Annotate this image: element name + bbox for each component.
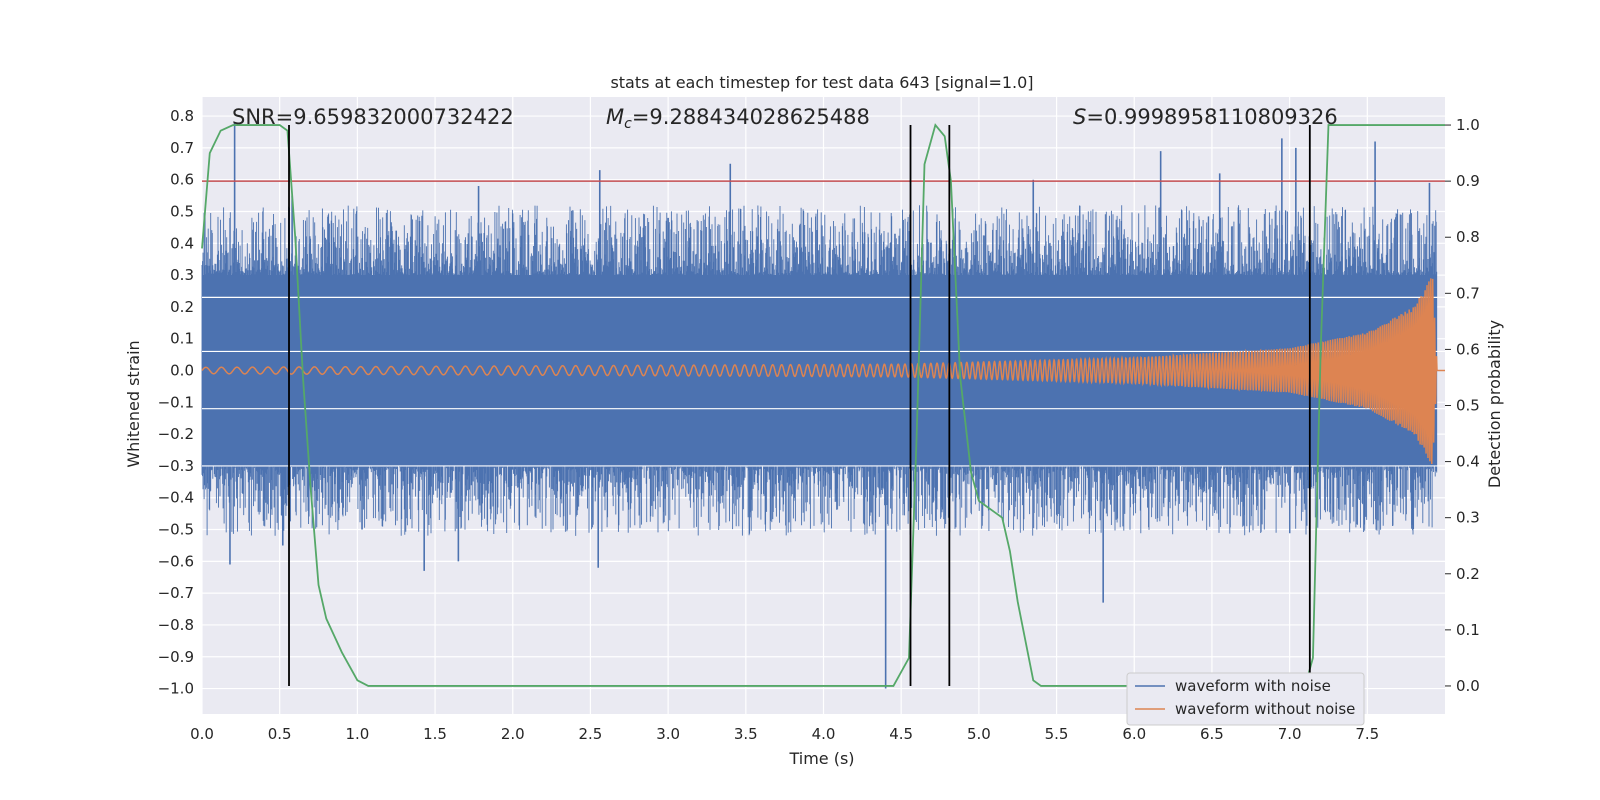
y2-tick-label: 0.3 [1456,509,1480,527]
x-tick-label: 2.5 [579,725,603,743]
x-tick-label: 0.0 [190,725,214,743]
y-tick-label: −1.0 [158,680,194,698]
legend-label-noise: waveform with noise [1175,677,1331,695]
y2-tick-label: 0.1 [1456,621,1480,639]
y-tick-label: 0.2 [170,298,194,316]
y-tick-label: −0.9 [158,648,194,666]
x-tick-label: 4.0 [812,725,836,743]
x-tick-label: 5.5 [1045,725,1069,743]
x-tick-label: 5.0 [967,725,991,743]
y-tick-label: 0.4 [170,234,194,252]
y-tick-label: 0.6 [170,171,194,189]
legend: waveform with noise waveform without noi… [1126,672,1365,726]
y-tick-label: −0.4 [158,489,194,507]
y2-tick-label: 0.7 [1456,284,1480,302]
x-tick-label: 1.5 [423,725,447,743]
y-tick-label: 0.1 [170,330,194,348]
clean-series [201,278,1445,465]
x-tick-label: 7.5 [1355,725,1379,743]
y-axis-label: Whitened strain [124,340,143,467]
s-symbol: S [1073,105,1086,129]
x-tick-label: 1.0 [345,725,369,743]
y-tick-label: 0.0 [170,362,194,380]
y2-tick-label: 0.9 [1456,172,1480,190]
x-tick-label: 7.0 [1278,725,1302,743]
y-tick-label: −0.5 [158,521,194,539]
s-value: =0.9998958110809326 [1086,105,1337,129]
y-tick-label: −0.7 [158,584,194,602]
mc-symbol: M [606,105,624,129]
y2-tick-label: 0.6 [1456,340,1480,358]
mc-subscript: c [624,116,632,132]
y-tick-label: 0.7 [170,139,194,157]
legend-label-clean: waveform without noise [1175,700,1355,718]
y-tick-label: −0.3 [158,457,194,475]
y-tick-label: −0.6 [158,552,194,570]
y2-tick-label: 0.0 [1456,677,1480,695]
y2-tick-label: 0.2 [1456,565,1480,583]
x-tick-label: 6.0 [1122,725,1146,743]
s-annotation: S=0.9998958110809326 [1073,105,1338,129]
y2-tick-label: 1.0 [1456,116,1480,134]
ticks: 0.0 0.5 1.0 1.5 2.0 2.5 3.0 3.5 4.0 4.5 5.0 5.5 6.0 6… [158,107,1480,743]
x-axis-label: Time (s) [788,749,854,768]
x-tick-label: 3.0 [656,725,680,743]
snr-annotation: SNR=9.659832000732422 [232,105,514,129]
x-tick-label: 6.5 [1200,725,1224,743]
y-tick-label: 0.5 [170,202,194,220]
vertical-markers [288,125,1311,686]
x-tick-label: 2.0 [501,725,525,743]
y2-axis-label: Detection probability [1485,320,1504,488]
y2-tick-label: 0.5 [1456,397,1480,415]
y-tick-label: 0.8 [170,107,194,125]
y-tick-label: 0.3 [170,266,194,284]
x-tick-label: 3.5 [734,725,758,743]
y2-tick-label: 0.8 [1456,228,1480,246]
clean-waveform-line [201,278,1445,465]
y2-tick-label: 0.4 [1456,453,1480,471]
chart-title: stats at each timestep for test data 643… [610,73,1033,92]
x-tick-label: 0.5 [268,725,292,743]
y-tick-label: −0.8 [158,616,194,634]
mc-value: =9.288434028625488 [632,105,870,129]
x-tick-label: 4.5 [889,725,913,743]
y-tick-label: −0.2 [158,425,194,443]
mc-annotation: Mc=9.288434028625488 [606,105,870,132]
legend-box [1126,672,1365,726]
y-tick-label: −0.1 [158,393,194,411]
